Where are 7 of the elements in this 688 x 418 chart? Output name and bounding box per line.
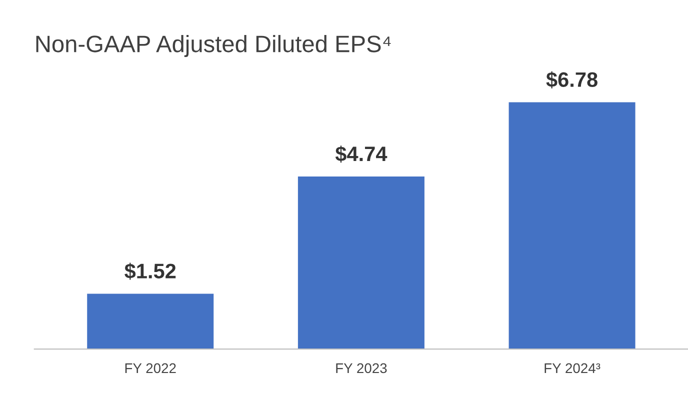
x-tick-label: FY 2024³ <box>544 363 600 374</box>
x-tick-label: FY 2022 <box>125 363 176 374</box>
data-label: $6.78 <box>546 71 598 88</box>
chart-title: Non-GAAP Adjusted Diluted EPS⁴ <box>36 34 391 57</box>
data-label: $1.52 <box>124 262 176 280</box>
data-label: $4.74 <box>335 146 388 163</box>
x-tick-label: FY 2023 <box>336 363 387 374</box>
